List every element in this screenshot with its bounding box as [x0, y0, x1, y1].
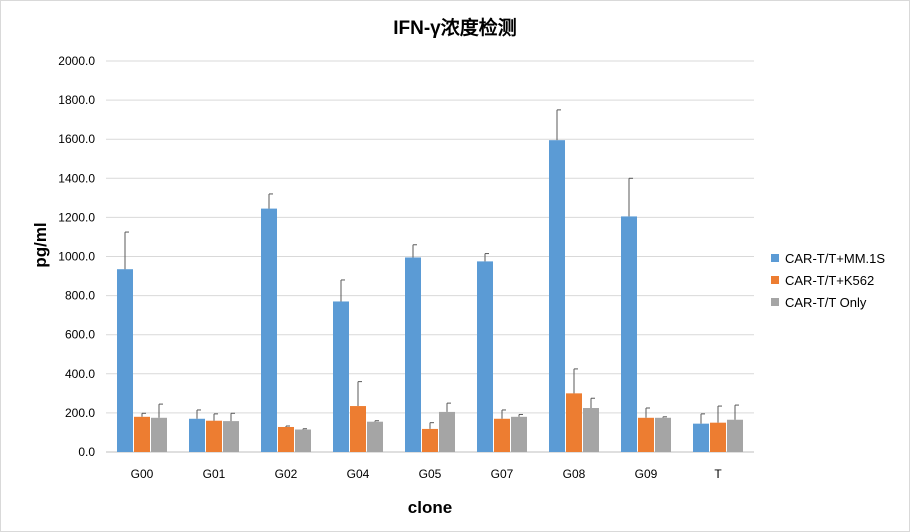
bar	[223, 421, 239, 452]
x-tick-label: G00	[131, 467, 154, 481]
y-tick-label: 800.0	[65, 289, 95, 303]
x-tick-label: T	[714, 467, 722, 481]
bar	[405, 257, 421, 452]
bar	[134, 416, 150, 452]
x-tick-label: G01	[203, 467, 226, 481]
legend: CAR-T/T+MM.1S CAR-T/T+K562 CAR-T/T Only	[771, 247, 885, 313]
x-axis-label: clone	[407, 498, 453, 517]
bar	[206, 420, 222, 452]
bar	[621, 216, 637, 452]
bar	[494, 418, 510, 452]
bar	[477, 261, 493, 452]
y-tick-label: 1400.0	[58, 171, 95, 185]
y-tick-label: 600.0	[65, 328, 95, 342]
bar	[511, 416, 527, 452]
bar	[583, 408, 599, 452]
legend-item: CAR-T/T+K562	[771, 269, 885, 291]
y-tick-label: 1200.0	[58, 210, 95, 224]
y-tick-label: 1600.0	[58, 132, 95, 146]
x-tick-label: G08	[563, 467, 586, 481]
x-tick-label: G04	[347, 467, 370, 481]
bar	[117, 269, 133, 452]
bar	[333, 301, 349, 452]
chart-title: IFN-γ浓度检测	[393, 18, 517, 39]
bar	[422, 428, 438, 452]
legend-item: CAR-T/T+MM.1S	[771, 247, 885, 269]
legend-label: CAR-T/T Only	[785, 294, 867, 310]
bar	[367, 421, 383, 452]
bar	[350, 406, 366, 452]
bar	[439, 411, 455, 452]
bar	[189, 418, 205, 452]
y-tick-label: 0.0	[78, 445, 95, 459]
legend-label: CAR-T/T+K562	[785, 272, 875, 288]
x-tick-label: G02	[275, 467, 298, 481]
legend-swatch	[771, 276, 779, 284]
bar	[278, 426, 294, 452]
bar	[261, 208, 277, 452]
bar	[295, 429, 311, 452]
legend-item: CAR-T/T Only	[771, 291, 885, 313]
x-tick-label: G09	[635, 467, 658, 481]
bar	[727, 419, 743, 452]
legend-label: CAR-T/T+MM.1S	[785, 250, 886, 266]
bar	[693, 423, 709, 452]
x-tick-label: G05	[419, 467, 442, 481]
legend-swatch	[771, 298, 779, 306]
bar	[151, 417, 167, 452]
y-tick-label: 400.0	[65, 367, 95, 381]
y-tick-label: 200.0	[65, 406, 95, 420]
y-tick-label: 1800.0	[58, 93, 95, 107]
legend-swatch	[771, 254, 779, 262]
bar	[566, 393, 582, 452]
bar	[549, 140, 565, 453]
bar	[710, 422, 726, 452]
y-tick-label: 1000.0	[58, 250, 95, 264]
bar	[638, 417, 654, 452]
x-tick-label: G07	[491, 467, 514, 481]
bar	[655, 417, 671, 452]
y-tick-label: 2000.0	[58, 54, 95, 68]
